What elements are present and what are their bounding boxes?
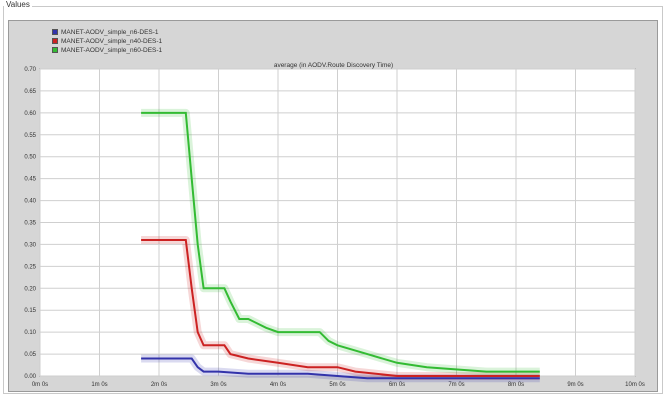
legend-swatch-2 xyxy=(52,38,58,44)
y-tick-label: 0.65 xyxy=(24,89,36,95)
chart-title: average (in AODV.Route Discovery Time) xyxy=(273,62,394,69)
y-tick-label: 0.30 xyxy=(24,242,36,248)
x-tick-label: 8m 0s xyxy=(508,382,524,388)
x-tick-label: 2m 0s xyxy=(151,382,167,388)
x-tick-label: 5m 0s xyxy=(329,382,345,388)
legend-label-3: MANET-AODV_simple_n60-DES-1 xyxy=(61,46,163,54)
y-tick-label: 0.40 xyxy=(24,199,36,205)
y-tick-label: 0.60 xyxy=(24,111,36,117)
x-tick-label: 1m 0s xyxy=(91,382,107,388)
y-tick-label: 0.05 xyxy=(24,352,36,358)
values-group-box xyxy=(3,6,663,394)
legend-swatch-1 xyxy=(52,29,58,35)
legend-swatch-3 xyxy=(52,47,58,53)
y-tick-label: 0.50 xyxy=(24,155,36,161)
x-tick-label: 10m 0s xyxy=(625,382,645,388)
legend-item-2: MANET-AODV_simple_n40-DES-1 xyxy=(52,37,162,45)
x-tick-label: 7m 0s xyxy=(448,382,464,388)
y-tick-label: 0.20 xyxy=(24,286,36,292)
legend-label-2: MANET-AODV_simple_n40-DES-1 xyxy=(61,37,163,45)
y-tick-label: 0.35 xyxy=(24,221,36,227)
y-tick-label: 0.70 xyxy=(24,67,36,73)
y-tick-label: 0.55 xyxy=(24,133,36,139)
x-tick-label: 3m 0s xyxy=(210,382,226,388)
y-tick-label: 0.10 xyxy=(24,330,36,336)
legend-item-3: MANET-AODV_simple_n60-DES-1 xyxy=(52,46,162,54)
series-line-1 xyxy=(141,357,540,380)
x-tick-label: 0m 0s xyxy=(32,382,48,388)
y-tick-label: 0.25 xyxy=(24,264,36,270)
series-line-3 xyxy=(141,111,540,373)
series-line-2 xyxy=(141,239,540,377)
x-tick-label: 4m 0s xyxy=(270,382,286,388)
legend-item-1: MANET-AODV_simple_n6-DES-1 xyxy=(52,28,162,36)
y-tick-label: 0.15 xyxy=(24,308,36,314)
y-tick-label: 0.00 xyxy=(24,374,36,380)
x-tick-label: 9m 0s xyxy=(567,382,583,388)
legend-label-1: MANET-AODV_simple_n6-DES-1 xyxy=(61,28,159,36)
window-title: Values xyxy=(4,0,32,9)
x-tick-label: 6m 0s xyxy=(389,382,405,388)
y-tick-label: 0.45 xyxy=(24,177,36,183)
legend: MANET-AODV_simple_n6-DES-1 MANET-AODV_si… xyxy=(52,28,162,55)
